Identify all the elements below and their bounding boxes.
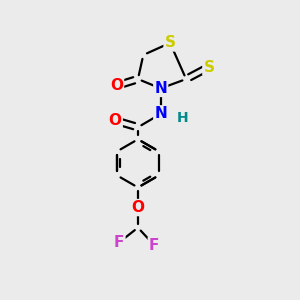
Text: N: N xyxy=(154,81,167,96)
Text: O: O xyxy=(131,200,145,215)
Text: F: F xyxy=(114,235,124,250)
Text: S: S xyxy=(203,59,214,74)
Text: S: S xyxy=(165,35,176,50)
Text: O: O xyxy=(109,113,122,128)
Text: F: F xyxy=(149,238,159,253)
Text: O: O xyxy=(110,78,123,93)
Text: N: N xyxy=(154,106,167,122)
Text: H: H xyxy=(176,111,188,125)
